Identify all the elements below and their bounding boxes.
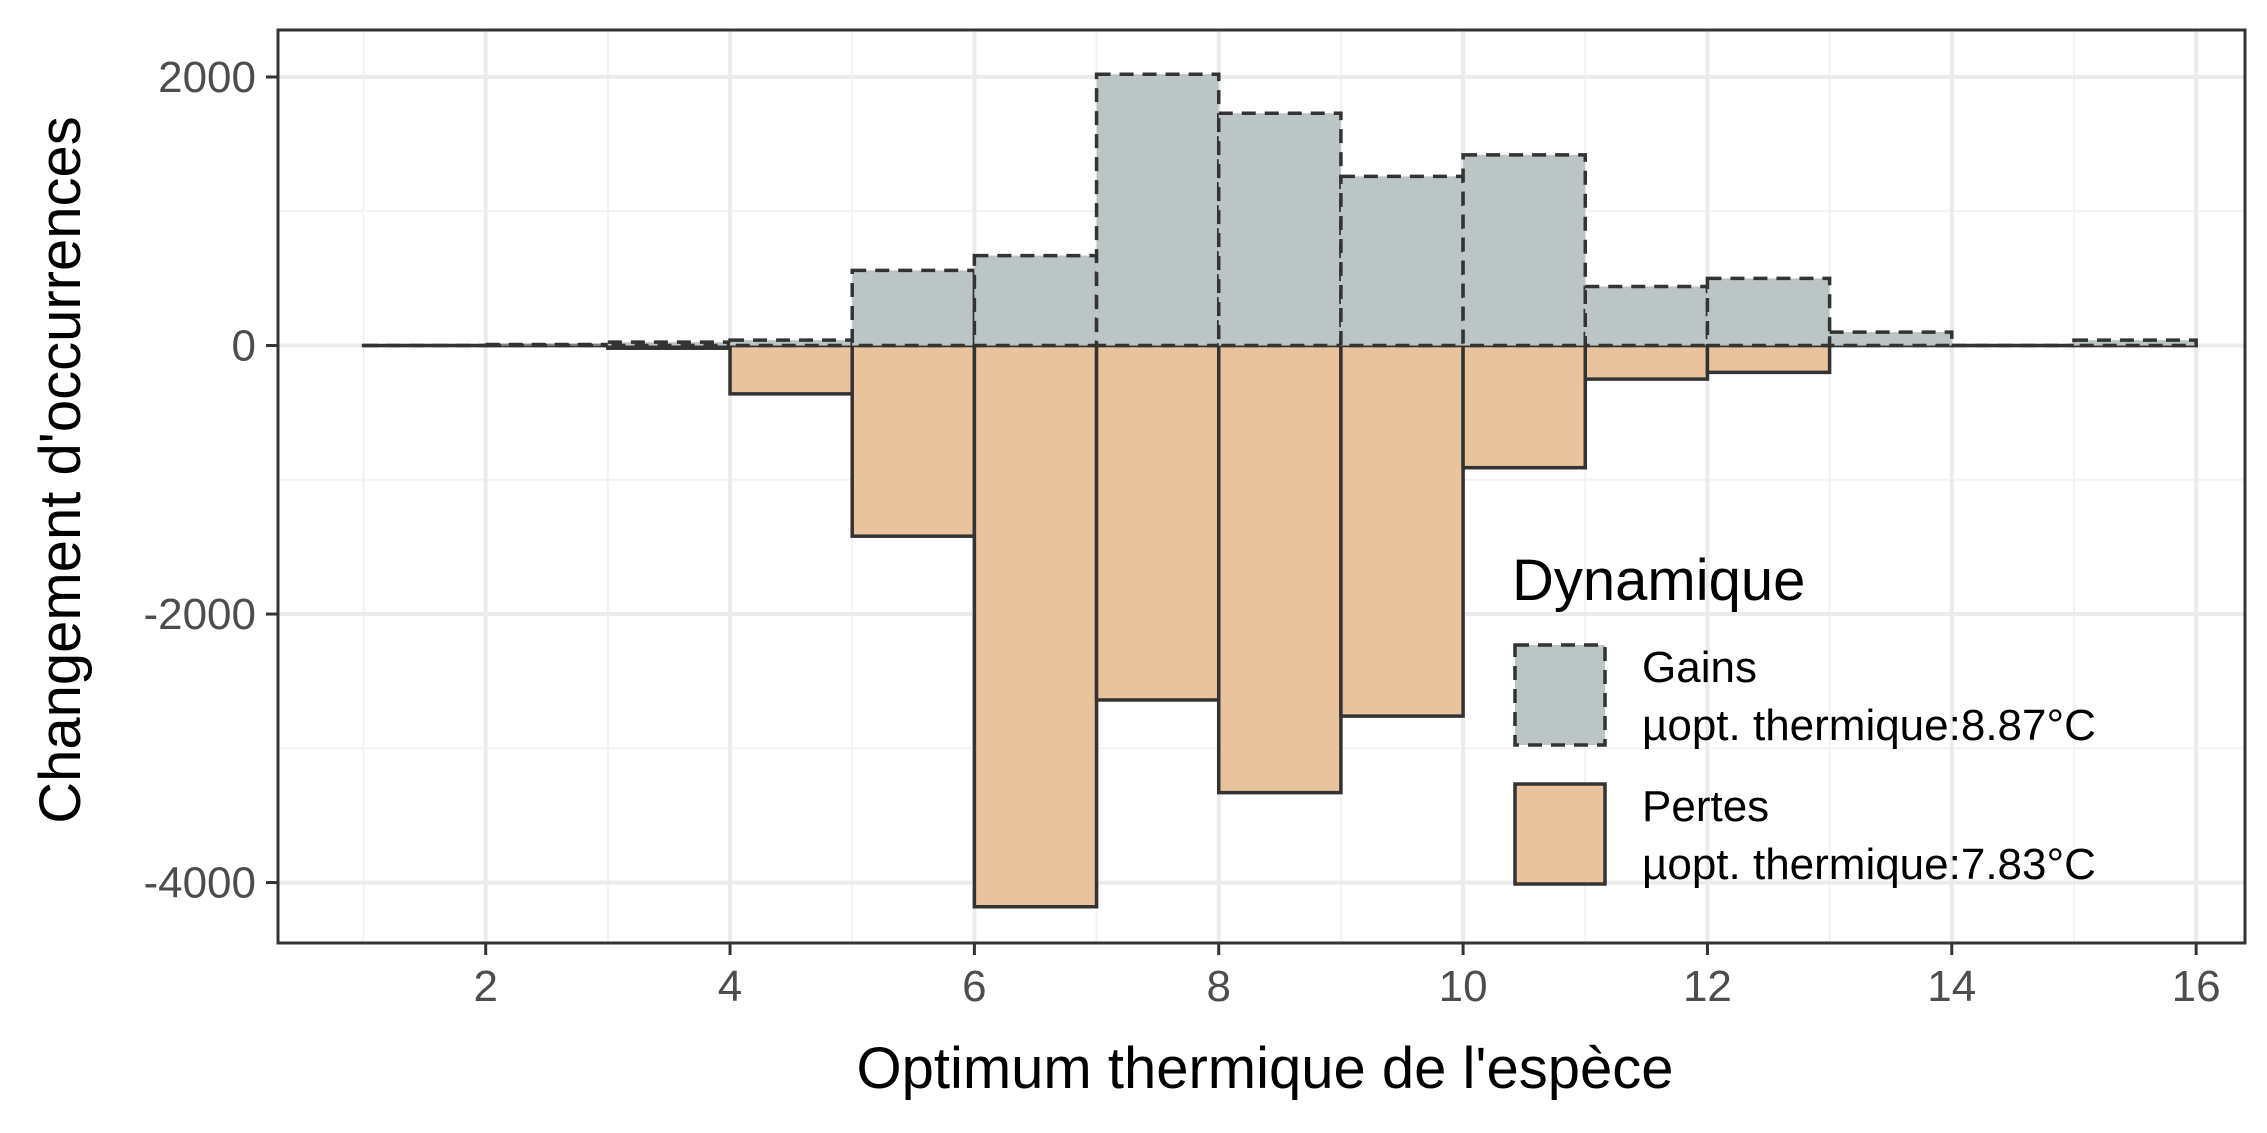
bar-gains-11 <box>1583 284 1710 348</box>
panel-border <box>276 28 2247 945</box>
bar-gains-6 <box>972 253 1099 348</box>
y-tick-label: -2000 <box>143 590 256 639</box>
legend-detail-pertes: µopt. thermique:7.83°C <box>1642 840 2096 889</box>
legend-title: Dynamique <box>1512 548 1805 613</box>
bar-gains-5 <box>850 268 977 348</box>
bar-pertes-9 <box>1339 343 1465 718</box>
bar-gains-10 <box>1461 153 1588 348</box>
bar-gains-9 <box>1339 174 1465 348</box>
bar-pertes-8 <box>1216 343 1343 795</box>
x-tick-label: 12 <box>1683 962 1732 1011</box>
legend: Dynamique Gains µopt. thermique:8.87°C P… <box>1512 548 2096 889</box>
y-axis-title: Changement d'occurrences <box>28 116 93 823</box>
x-tick-label: 14 <box>1927 962 1976 1011</box>
bar-pertes-12 <box>1705 343 1832 375</box>
x-tick-label: 6 <box>962 962 986 1011</box>
y-tick-label: 0 <box>232 322 256 371</box>
bar-pertes-6 <box>972 343 1099 909</box>
bar-gains-2 <box>483 342 610 348</box>
bar-gains-12 <box>1705 276 1832 348</box>
x-axis-title: Optimum thermique de l'espèce <box>856 1036 1673 1101</box>
legend-detail-gains: µopt. thermique:8.87°C <box>1642 701 2096 750</box>
legend-key-gains <box>1513 643 1607 747</box>
x-tick-label: 2 <box>473 962 497 1011</box>
legend-label-gains: Gains <box>1642 643 1757 692</box>
x-tick-label: 16 <box>2172 962 2221 1011</box>
x-tick-label: 4 <box>718 962 742 1011</box>
x-tick-label: 10 <box>1439 962 1488 1011</box>
bar-gains-7 <box>1094 72 1221 348</box>
bar-pertes-10 <box>1461 343 1588 470</box>
y-tick-label: -4000 <box>143 859 256 908</box>
x-tick-label: 8 <box>1206 962 1230 1011</box>
bar-gains-15 <box>2072 338 2198 348</box>
axes-layer: 2 4 6 8 10 12 14 16 2000 0 -2000 -4000 <box>143 28 2247 1011</box>
legend-key-pertes <box>1513 782 1607 886</box>
bar-gains-8 <box>1216 111 1343 348</box>
y-tick-label: 2000 <box>158 53 256 102</box>
bar-pertes-5 <box>850 343 977 538</box>
bar-gains-4 <box>728 338 854 348</box>
bars-layer <box>361 72 2198 909</box>
bar-pertes-7 <box>1094 343 1221 702</box>
bar-pertes-4 <box>728 343 854 396</box>
bar-gains-3 <box>606 340 732 348</box>
bar-pertes-11 <box>1583 343 1710 381</box>
legend-label-pertes: Pertes <box>1642 782 1769 831</box>
bar-gains-13 <box>1827 330 1954 348</box>
